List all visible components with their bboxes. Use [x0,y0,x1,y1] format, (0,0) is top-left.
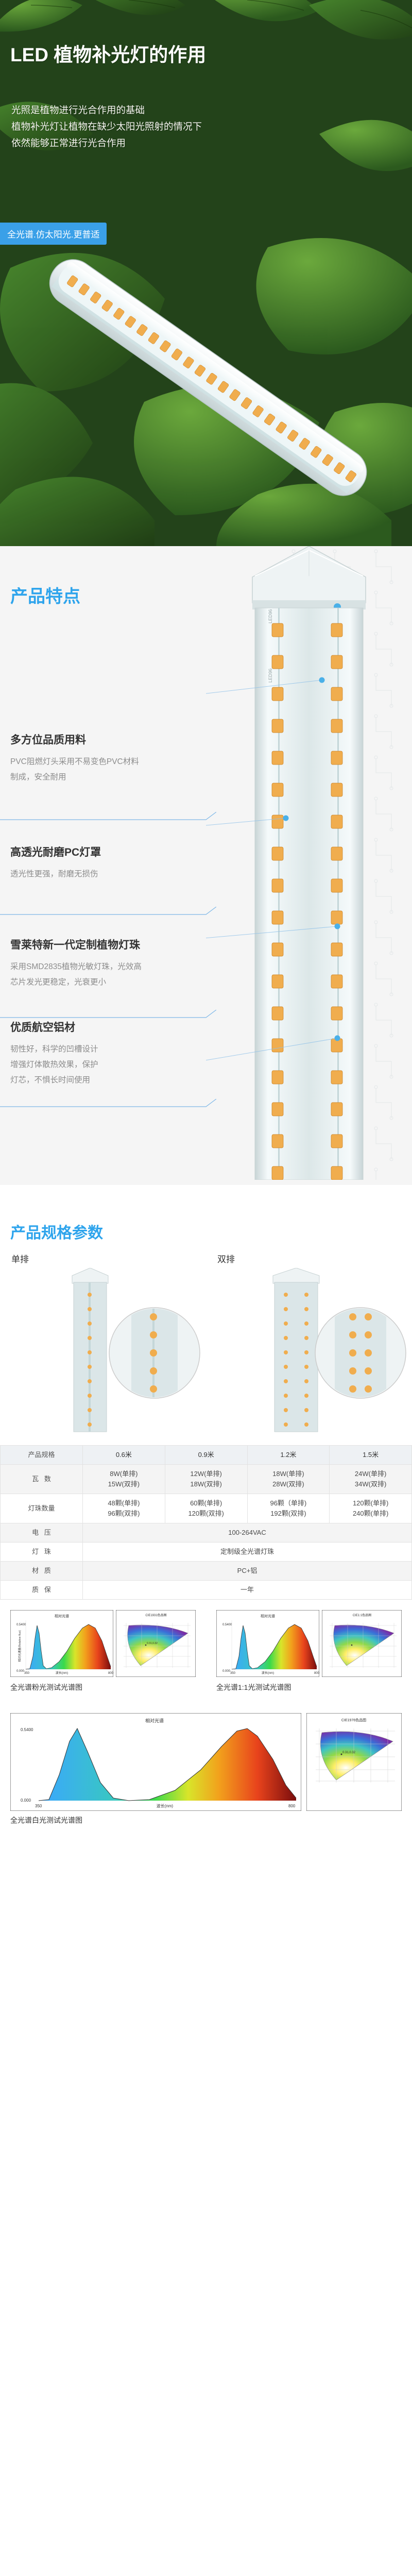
svg-text:0.5400: 0.5400 [16,1623,26,1626]
svg-text:0.31,0.32: 0.31,0.32 [342,1751,356,1754]
svg-text:800: 800 [288,1804,296,1808]
svg-text:350: 350 [24,1672,30,1675]
svg-text:0.5400: 0.5400 [222,1623,232,1626]
svg-text:LED96: LED96 [268,668,273,683]
svg-text:350: 350 [230,1672,236,1675]
svg-text:波长(nm): 波长(nm) [157,1803,174,1808]
svg-text:350: 350 [35,1804,42,1808]
svg-text:CIE1976色品图: CIE1976色品图 [341,1718,366,1722]
svg-text:LED96: LED96 [268,609,273,623]
svg-text:相对光谱: 相对光谱 [145,1718,164,1723]
svg-text:CIE1931色品图: CIE1931色品图 [145,1613,166,1617]
svg-text:0.000: 0.000 [21,1798,31,1803]
svg-text:0.000: 0.000 [16,1670,25,1673]
svg-text:CIE1:1色品图: CIE1:1色品图 [353,1613,371,1617]
svg-text:0.000: 0.000 [222,1670,231,1673]
svg-text:相对光谱: 相对光谱 [55,1614,69,1618]
svg-text:波长(nm): 波长(nm) [56,1671,68,1675]
svg-text:相对光谱: 相对光谱 [261,1614,275,1618]
svg-text:相对光通量(Relative flux): 相对光通量(Relative flux) [18,1630,22,1662]
svg-text:波长(nm): 波长(nm) [262,1671,274,1675]
svg-text:0.5400: 0.5400 [21,1727,33,1732]
svg-text:800: 800 [108,1672,113,1675]
svg-text:800: 800 [314,1672,319,1675]
svg-text:0.31,0.32: 0.31,0.32 [147,1642,158,1645]
